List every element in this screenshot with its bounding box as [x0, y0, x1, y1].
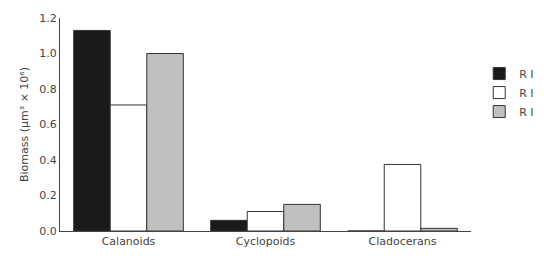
svg-text:1.0: 1.0	[39, 47, 57, 60]
svg-text:0.2: 0.2	[39, 189, 57, 202]
svg-text:Cyclopoids: Cyclopoids	[236, 235, 296, 248]
svg-text:R I: R I	[519, 68, 533, 81]
svg-text:0.8: 0.8	[39, 83, 57, 96]
svg-text:Calanoids: Calanoids	[102, 235, 156, 248]
svg-text:Cladocerans: Cladocerans	[369, 235, 437, 248]
svg-text:R I: R I	[519, 87, 533, 100]
svg-text:1.2: 1.2	[39, 12, 57, 25]
svg-text:R I: R I	[519, 106, 533, 119]
svg-text:0.6: 0.6	[39, 118, 57, 131]
svg-text:0.4: 0.4	[39, 154, 57, 167]
svg-text:Biomass (μm³ × 10⁶): Biomass (μm³ × 10⁶)	[18, 67, 31, 182]
svg-text:0.0: 0.0	[39, 225, 57, 238]
